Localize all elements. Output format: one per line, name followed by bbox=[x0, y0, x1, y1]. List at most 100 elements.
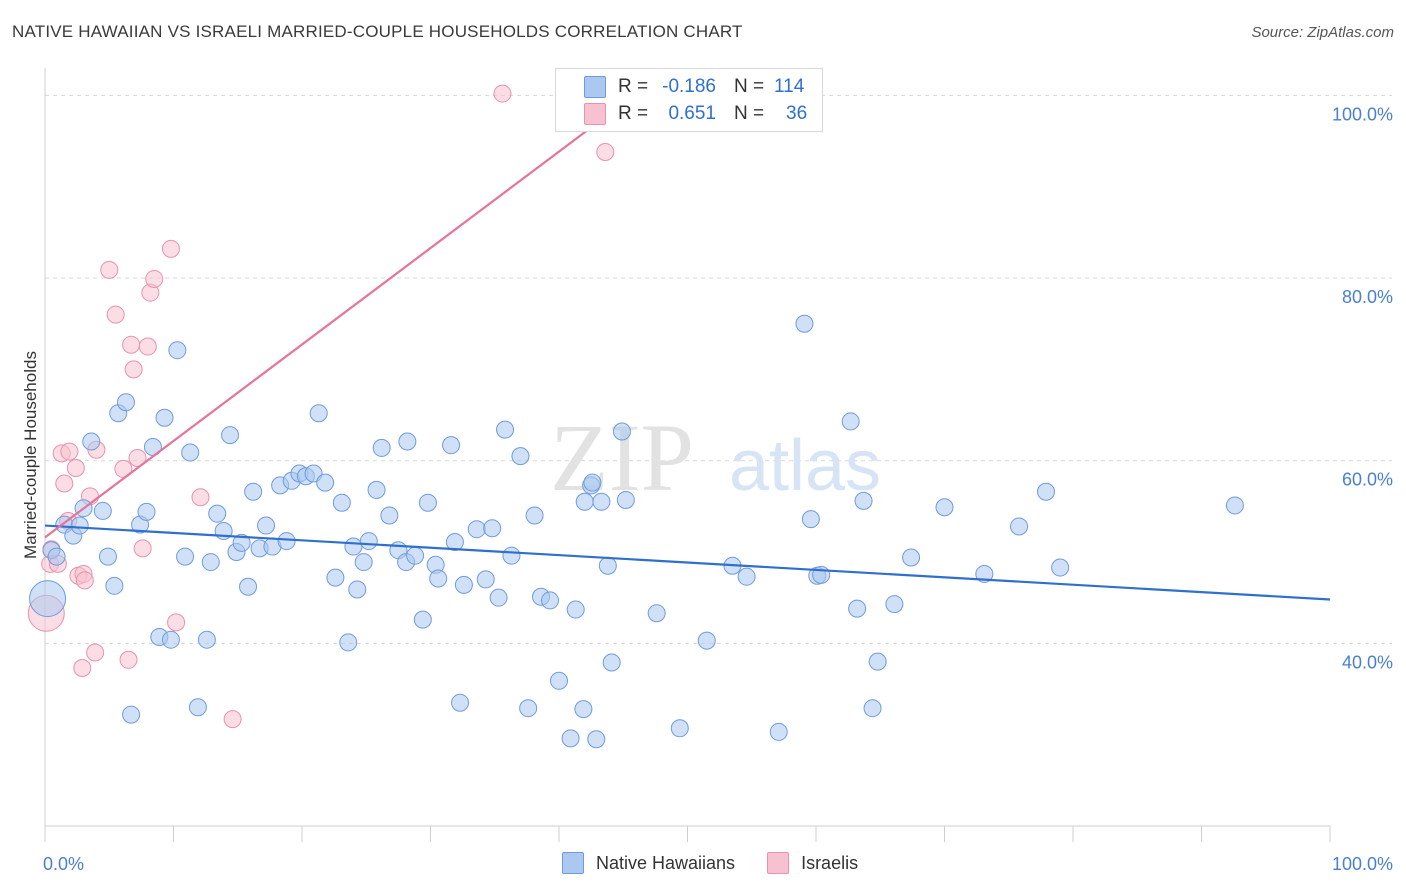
native-hawaiian-point bbox=[239, 577, 258, 596]
native-hawaiian-point bbox=[354, 553, 373, 572]
native-hawaiian-point bbox=[137, 502, 156, 521]
y-tick-label: 60.0% bbox=[1342, 470, 1393, 490]
native-hawaiian-point bbox=[332, 493, 351, 512]
native-hawaiian-point bbox=[935, 498, 954, 517]
native-hawaiian-point bbox=[902, 548, 921, 567]
legend-swatch-pink bbox=[767, 852, 790, 874]
native-hawaiian-point bbox=[445, 532, 464, 551]
native-hawaiian-point bbox=[868, 652, 887, 671]
native-hawaiian-point bbox=[612, 422, 631, 441]
israeli-point bbox=[100, 260, 119, 279]
native-hawaiian-point bbox=[451, 693, 470, 712]
legend-label: Israelis bbox=[801, 852, 859, 873]
r-value: -0.186 bbox=[662, 76, 716, 97]
native-hawaiian-point bbox=[467, 520, 486, 539]
israeli-point bbox=[124, 360, 143, 379]
israeli-point bbox=[106, 305, 125, 324]
native-hawaiian-point bbox=[326, 568, 345, 587]
native-hawaiian-point bbox=[309, 404, 328, 423]
israeli-point bbox=[138, 337, 157, 356]
israeli-point bbox=[161, 239, 180, 258]
legend-swatch-pink bbox=[584, 103, 606, 125]
legend-item-israelis[interactable]: Israelis bbox=[767, 852, 858, 874]
native-hawaiian-point bbox=[616, 490, 635, 509]
native-hawaiian-point bbox=[454, 575, 473, 594]
native-hawaiian-point bbox=[697, 631, 716, 650]
native-hawaiian-point bbox=[541, 591, 560, 610]
native-hawaiians-trend-line bbox=[44, 524, 1331, 601]
israeli-point bbox=[493, 84, 512, 103]
n-value: 36 bbox=[786, 103, 808, 124]
native-hawaiian-point bbox=[647, 604, 666, 623]
y-tick-label: 40.0% bbox=[1342, 652, 1393, 672]
native-hawaiian-point bbox=[1037, 482, 1056, 501]
y-axis-title: Married-couple Households bbox=[21, 351, 40, 559]
israelis-trend-line bbox=[44, 89, 641, 539]
native-hawaiian-point bbox=[575, 492, 594, 511]
native-hawaiian-point bbox=[70, 516, 89, 535]
native-hawaiian-point bbox=[566, 600, 585, 619]
trend-lines bbox=[44, 89, 1331, 601]
native-hawaiian-point bbox=[885, 595, 904, 614]
y-tick-label: 100.0% bbox=[1332, 104, 1393, 124]
native-hawaiian-point bbox=[168, 341, 187, 360]
native-hawaiian-point bbox=[442, 436, 461, 455]
native-hawaiian-point bbox=[339, 633, 358, 652]
grid-lines bbox=[45, 94, 1392, 644]
israeli-point bbox=[167, 613, 186, 632]
native-hawaiian-point bbox=[511, 447, 530, 466]
native-hawaiian-point bbox=[602, 653, 621, 672]
native-hawaiian-point bbox=[496, 420, 515, 439]
watermark: ZIP atlas bbox=[550, 404, 881, 511]
r-label: R = bbox=[618, 76, 649, 97]
native-hawaiian-point bbox=[208, 504, 227, 523]
native-hawaiian-point bbox=[583, 473, 602, 492]
stats-legend: R = -0.186 N = 114 R = 0.651 N = 36 bbox=[555, 68, 823, 132]
israeli-point bbox=[133, 539, 152, 558]
native-hawaiian-point bbox=[519, 699, 538, 718]
native-hawaiian-point bbox=[592, 492, 611, 511]
israeli-point bbox=[119, 650, 138, 669]
native-hawaiian-point bbox=[197, 630, 216, 649]
native-hawaiian-point bbox=[176, 547, 195, 566]
native-hawaiian-point bbox=[380, 506, 399, 525]
native-hawaiian-point bbox=[848, 599, 867, 618]
legend-row-israelis: R = 0.651 N = 36 bbox=[584, 101, 807, 127]
source-label: Source: ZipAtlas.com bbox=[1251, 24, 1394, 41]
israeli-point bbox=[66, 459, 85, 478]
native-hawaiian-point bbox=[854, 491, 873, 510]
r-value: 0.651 bbox=[668, 103, 716, 124]
native-hawaiian-point bbox=[737, 567, 756, 586]
native-hawaiian-point bbox=[348, 580, 367, 599]
israeli-point bbox=[60, 442, 79, 461]
native-hawaiian-point bbox=[161, 630, 180, 649]
native-hawaiian-point bbox=[1051, 558, 1070, 577]
n-value: 114 bbox=[774, 76, 805, 97]
israeli-point bbox=[145, 269, 164, 288]
native-hawaiian-point bbox=[155, 408, 174, 427]
native-hawaiian-point bbox=[398, 432, 417, 451]
native-hawaiian-point bbox=[670, 719, 689, 738]
native-hawaiian-point bbox=[574, 700, 593, 719]
native-hawaiian-point bbox=[769, 722, 788, 741]
israeli-point bbox=[128, 448, 147, 467]
native-hawaiian-point bbox=[116, 393, 135, 412]
native-hawaiian-point bbox=[122, 705, 141, 724]
x-tick-label: 0.0% bbox=[43, 854, 84, 874]
legend-item-native-hawaiians[interactable]: Native Hawaiians bbox=[562, 852, 735, 874]
native-hawaiian-point bbox=[1010, 517, 1029, 536]
native-hawaiian-point bbox=[372, 438, 391, 457]
native-hawaiian-point bbox=[181, 443, 200, 462]
native-hawaiian-point bbox=[975, 564, 994, 583]
legend-swatch-blue bbox=[584, 76, 606, 98]
native-hawaiian-point bbox=[801, 510, 820, 529]
native-hawaiian-point bbox=[244, 482, 263, 501]
native-hawaiian-point bbox=[483, 519, 502, 538]
israeli-point bbox=[122, 335, 141, 354]
native-hawaiian-point bbox=[489, 588, 508, 607]
native-hawaiian-point bbox=[406, 546, 425, 565]
native-hawaiian-point bbox=[277, 532, 296, 551]
native-hawaiian-point bbox=[587, 730, 606, 749]
israeli-point bbox=[55, 474, 74, 493]
